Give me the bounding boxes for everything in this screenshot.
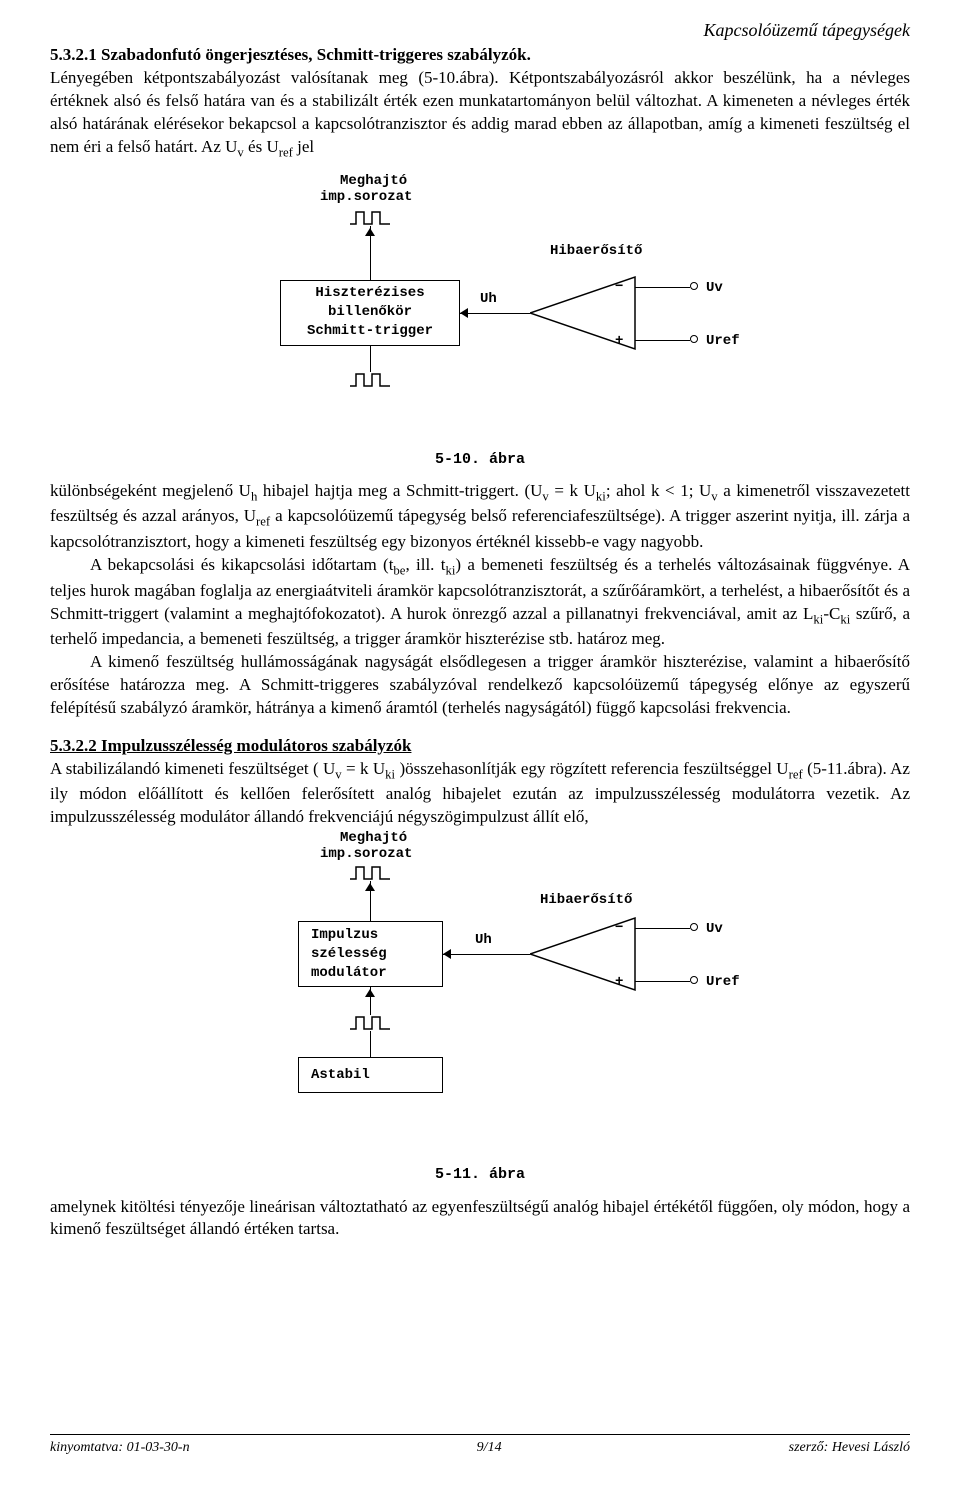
astabil-label: Astabil — [311, 1066, 370, 1085]
mp-t3: = k U — [549, 481, 596, 500]
d511-minus: − — [615, 919, 623, 938]
amplifier-triangle-icon — [530, 272, 640, 361]
footer-right: szerző: Hevesi László — [789, 1439, 910, 1458]
section-5322-para: A stabilizálandó kimeneti feszültséget (… — [50, 758, 910, 829]
d511-pulse-top-icon — [350, 865, 390, 881]
d511-uv-terminal-icon — [690, 923, 698, 931]
section-5321-para: 5.3.2.1 Szabadonfutó öngerjesztéses, Sch… — [50, 44, 910, 161]
diagram-5-11: Meghajtó imp.sorozat Impulzus szélesség … — [220, 829, 740, 1149]
pulse-bottom-icon — [350, 372, 390, 388]
d511-uh-label: Uh — [475, 931, 492, 950]
running-header: Kapcsolóüzemű tápegységek — [50, 18, 910, 42]
d511-arrow-uh — [443, 949, 451, 959]
page-footer: kinyomtatva: 01-03-30-n 9/14 szerző: Hev… — [50, 1434, 910, 1458]
p1-end: jel — [293, 137, 314, 156]
d511-line-uref — [635, 981, 690, 982]
d511-arrow-astabil — [365, 989, 375, 997]
mp-t4: ; ahol k < 1; U — [606, 481, 711, 500]
d511-line-uv — [635, 928, 690, 929]
d511-amplifier-triangle-icon — [530, 913, 640, 1002]
d511-arrow-up — [365, 883, 375, 891]
footer-left: kinyomtatva: 01-03-30-n — [50, 1439, 190, 1458]
fig-511-caption: 5-11. ábra — [50, 1165, 910, 1185]
mp-t2: hibajel hajtja meg a Schmitt-triggert. (… — [257, 481, 542, 500]
mp-s3: ki — [596, 489, 606, 503]
section-5322-title: 5.3.2.2 Impulzusszélesség modulátoros sz… — [50, 735, 910, 758]
last-para: amelynek kitöltési tényezője lineárisan … — [50, 1196, 910, 1242]
uv-label: Uv — [706, 279, 723, 298]
s5322-c: )összehasonlítják egy rögzített referenc… — [395, 759, 788, 778]
arrow-uh — [460, 308, 468, 318]
uv-terminal-icon — [690, 282, 698, 290]
d511-line-to-astabil — [370, 1031, 371, 1057]
mod-line1: Impulzus — [311, 926, 378, 945]
s5322-b: = k U — [342, 759, 386, 778]
mid-para-3: A kimenő feszültség hullámosságának nagy… — [50, 651, 910, 720]
mp2-d: -C — [823, 604, 840, 623]
mp-t1: különbségeként megjelenő U — [50, 481, 251, 500]
mod-line2: szélesség — [311, 945, 387, 964]
driver-label-2: imp.sorozat — [320, 188, 412, 207]
mp2-s1: be — [393, 563, 405, 577]
p1-mid: és U — [244, 137, 279, 156]
schmitt-line3: Schmitt-trigger — [307, 322, 433, 341]
d511-driver-2: imp.sorozat — [320, 845, 412, 864]
page-total: 14 — [488, 1440, 502, 1455]
d511-uref-label: Uref — [706, 973, 740, 992]
d511-plus: + — [615, 973, 623, 992]
uh-label: Uh — [480, 290, 497, 309]
d511-line-uh — [443, 954, 530, 955]
d511-uref-terminal-icon — [690, 976, 698, 984]
mod-line3: modulátor — [311, 964, 387, 983]
mid-para-1: különbségeként megjelenő Uh hibajel hajt… — [50, 480, 910, 554]
p1-sub2: ref — [279, 145, 293, 159]
mp2-s3: ki — [813, 612, 823, 626]
line-schmitt-out — [370, 346, 371, 372]
s5322-s2: ki — [385, 767, 395, 781]
modulator-box: Impulzus szélesség modulátor — [298, 921, 443, 987]
d511-uv-label: Uv — [706, 920, 723, 939]
line-uv — [635, 287, 690, 288]
plus-sign: + — [615, 332, 623, 351]
minus-sign: − — [615, 278, 623, 297]
amp-label: Hibaerősítő — [550, 242, 642, 261]
line-uh — [460, 313, 530, 314]
fig-510-caption: 5-10. ábra — [50, 450, 910, 470]
schmitt-line2: billenőkör — [328, 303, 412, 322]
section-5321-title: 5.3.2.1 Szabadonfutó öngerjesztéses, Sch… — [50, 45, 531, 64]
uref-label: Uref — [706, 332, 740, 351]
diagram-5-10: Meghajtó imp.sorozat Hiszterézises bille… — [220, 172, 740, 432]
arrow-up-driver — [365, 228, 375, 236]
schmitt-box: Hiszterézises billenőkör Schmitt-trigger — [280, 280, 460, 346]
footer-page: 9/14 — [477, 1439, 502, 1458]
p1-t1: Lényegében kétpontszabályozást valósítan… — [50, 68, 910, 156]
d511-pulse-mid-icon — [350, 1015, 390, 1031]
mp-s5: ref — [256, 515, 270, 529]
astabil-box: Astabil — [298, 1057, 443, 1093]
s5322-a: A stabilizálandó kimeneti feszültséget (… — [50, 759, 335, 778]
page-current: 9 — [477, 1440, 484, 1455]
mp2-s2: ki — [445, 563, 455, 577]
mp2-s4: ki — [840, 612, 850, 626]
mp2-b: , ill. t — [405, 555, 445, 574]
pulse-top-icon — [350, 210, 390, 226]
mp2-a: A bekapcsolási és kikapcsolási időtartam… — [90, 555, 393, 574]
schmitt-line1: Hiszterézises — [315, 284, 424, 303]
line-uref — [635, 340, 690, 341]
mid-para-2: A bekapcsolási és kikapcsolási időtartam… — [50, 554, 910, 651]
d511-amp-label: Hibaerősítő — [540, 891, 632, 910]
uref-terminal-icon — [690, 335, 698, 343]
s5322-s3: ref — [789, 767, 803, 781]
